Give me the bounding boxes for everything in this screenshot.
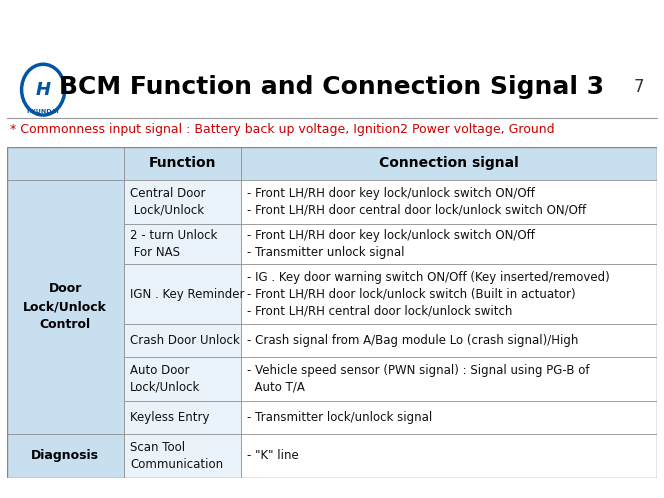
Text: Connection signal: Connection signal bbox=[379, 156, 519, 170]
FancyBboxPatch shape bbox=[241, 324, 657, 357]
Text: 2 - turn Unlock
 For NAS: 2 - turn Unlock For NAS bbox=[130, 229, 218, 259]
Text: BCM Function and Connection Signal 3: BCM Function and Connection Signal 3 bbox=[60, 75, 604, 99]
FancyBboxPatch shape bbox=[7, 147, 124, 180]
FancyBboxPatch shape bbox=[124, 147, 241, 180]
Text: - Front LH/RH door key lock/unlock switch ON/Off
- Transmitter unlock signal: - Front LH/RH door key lock/unlock switc… bbox=[248, 229, 535, 259]
FancyBboxPatch shape bbox=[241, 180, 657, 224]
Text: - Front LH/RH door key lock/unlock switch ON/Off
- Front LH/RH door central door: - Front LH/RH door key lock/unlock switc… bbox=[248, 187, 586, 217]
Text: Central Door
 Lock/Unlock: Central Door Lock/Unlock bbox=[130, 187, 206, 217]
FancyBboxPatch shape bbox=[241, 357, 657, 401]
Text: 7: 7 bbox=[633, 78, 644, 96]
Text: * Commonness input signal : Battery back up voltage, Ignition2 Power voltage, Gr: * Commonness input signal : Battery back… bbox=[10, 124, 554, 136]
FancyBboxPatch shape bbox=[124, 434, 241, 478]
Text: - Vehicle speed sensor (PWN signal) : Signal using PG-B of
  Auto T/A: - Vehicle speed sensor (PWN signal) : Si… bbox=[248, 364, 590, 394]
Text: - Transmitter lock/unlock signal: - Transmitter lock/unlock signal bbox=[248, 411, 433, 424]
FancyBboxPatch shape bbox=[7, 180, 124, 434]
FancyBboxPatch shape bbox=[124, 357, 241, 401]
Text: - "K" line: - "K" line bbox=[248, 449, 299, 463]
Text: Crash Door Unlock: Crash Door Unlock bbox=[130, 334, 240, 347]
FancyBboxPatch shape bbox=[241, 434, 657, 478]
FancyBboxPatch shape bbox=[124, 180, 241, 224]
FancyBboxPatch shape bbox=[241, 401, 657, 434]
FancyBboxPatch shape bbox=[124, 324, 241, 357]
FancyBboxPatch shape bbox=[241, 224, 657, 264]
FancyBboxPatch shape bbox=[124, 264, 241, 324]
FancyBboxPatch shape bbox=[7, 434, 124, 478]
Text: - Crash signal from A/Bag module Lo (crash signal)/High: - Crash signal from A/Bag module Lo (cra… bbox=[248, 334, 579, 347]
Text: - IG . Key door warning switch ON/Off (Key inserted/removed)
- Front LH/RH door : - IG . Key door warning switch ON/Off (K… bbox=[248, 271, 610, 318]
Text: Diagnosis: Diagnosis bbox=[31, 449, 99, 463]
Text: HYUNDAI: HYUNDAI bbox=[27, 109, 60, 114]
Text: Auto Door
Lock/Unlock: Auto Door Lock/Unlock bbox=[130, 364, 201, 394]
Text: H: H bbox=[36, 81, 50, 99]
Text: Door
Lock/Unlock
Control: Door Lock/Unlock Control bbox=[23, 282, 107, 331]
Text: Scan Tool
Communication: Scan Tool Communication bbox=[130, 441, 223, 471]
FancyBboxPatch shape bbox=[124, 401, 241, 434]
Text: Keyless Entry: Keyless Entry bbox=[130, 411, 210, 424]
FancyBboxPatch shape bbox=[241, 264, 657, 324]
FancyBboxPatch shape bbox=[124, 224, 241, 264]
FancyBboxPatch shape bbox=[241, 147, 657, 180]
Text: IGN . Key Reminder: IGN . Key Reminder bbox=[130, 288, 245, 301]
Text: Function: Function bbox=[149, 156, 216, 170]
